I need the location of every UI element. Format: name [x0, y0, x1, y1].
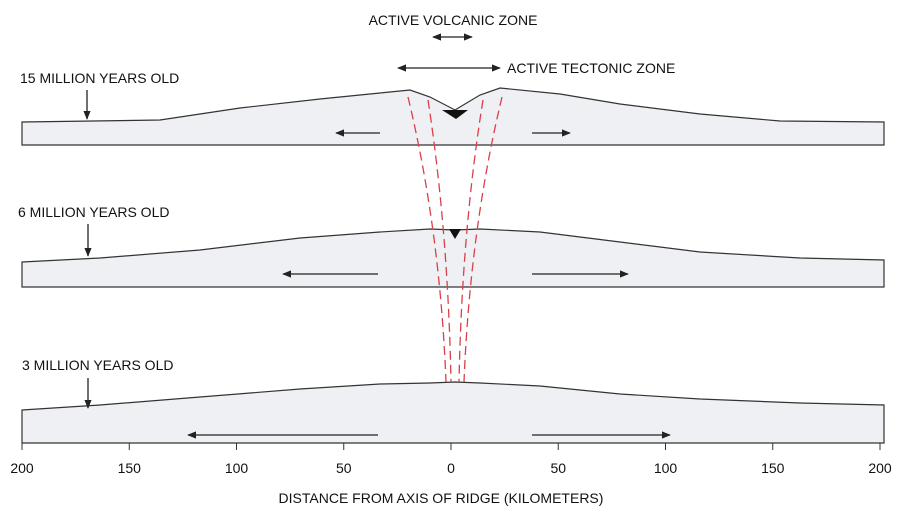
- profile-label: 6 MILLION YEARS OLD: [18, 204, 169, 220]
- tick-label: 200: [10, 460, 34, 476]
- profile-6: [21, 228, 885, 288]
- tick-label: 100: [654, 460, 678, 476]
- tick-label: 200: [868, 460, 892, 476]
- dike-line: [463, 96, 503, 383]
- profile-label: 3 MILLION YEARS OLD: [22, 357, 173, 373]
- tick-label: 50: [550, 460, 566, 476]
- tick-label: 150: [761, 460, 785, 476]
- volcano-15: [442, 110, 468, 119]
- tick-label: 50: [336, 460, 352, 476]
- tick-label: 0: [447, 460, 455, 476]
- tick-label: 100: [225, 460, 249, 476]
- dike-line: [427, 99, 452, 383]
- axis-title: DISTANCE FROM AXIS OF RIDGE (KILOMETERS): [279, 490, 604, 506]
- profile-label: 15 MILLION YEARS OLD: [20, 70, 179, 86]
- volcano-6: [449, 229, 461, 239]
- dike-line: [458, 99, 484, 383]
- profile-3: [21, 381, 885, 444]
- volcanic-label: ACTIVE VOLCANIC ZONE: [369, 12, 538, 28]
- tick-label: 150: [118, 460, 142, 476]
- tectonic-label: ACTIVE TECTONIC ZONE: [507, 60, 675, 76]
- dike-line: [407, 96, 447, 383]
